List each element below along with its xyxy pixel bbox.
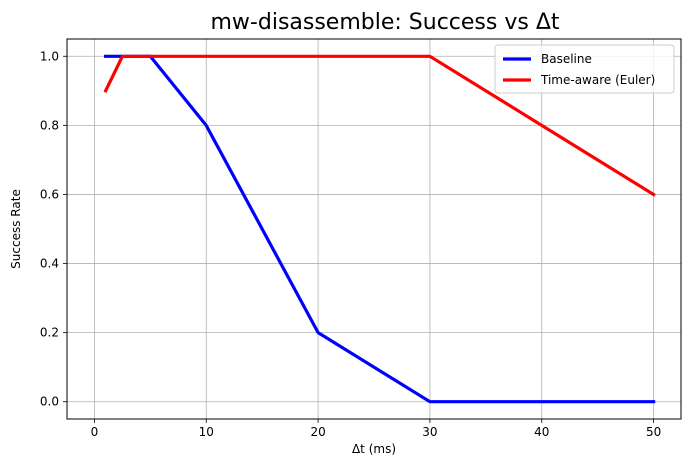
series-line-2 [103,54,656,197]
ticks: 0 10 20 30 40 50 0.0 0.2 0.4 0.6 0.8 1.0 [40,49,661,439]
y-tick-label: 0.8 [40,118,59,132]
legend: Baseline Time-aware (Euler) [494,44,675,94]
x-tick-label: 10 [199,425,214,439]
chart-title: mw-disassemble: Success vs Δt [211,10,560,35]
x-tick-label: 40 [534,425,549,439]
x-tick-label: 0 [91,425,99,439]
legend-label-1: Baseline [541,52,592,66]
y-tick-label: 0.6 [40,187,59,201]
y-tick-label: 0.0 [40,395,59,409]
plot-frame [66,38,682,420]
legend-label-2: Time-aware (Euler) [540,73,655,87]
x-tick-label: 30 [422,425,437,439]
legend-box [494,44,675,94]
y-tick-label: 1.0 [40,49,59,63]
x-tick-label: 20 [310,425,325,439]
grid [67,39,681,419]
y-tick-label: 0.4 [40,257,59,271]
y-axis-label: Success Rate [9,189,23,269]
x-tick-label: 50 [646,425,661,439]
series-line-1 [103,54,656,404]
x-axis-label: Δt (ms) [352,442,396,456]
series-layer [103,54,656,404]
y-tick-label: 0.2 [40,326,59,340]
